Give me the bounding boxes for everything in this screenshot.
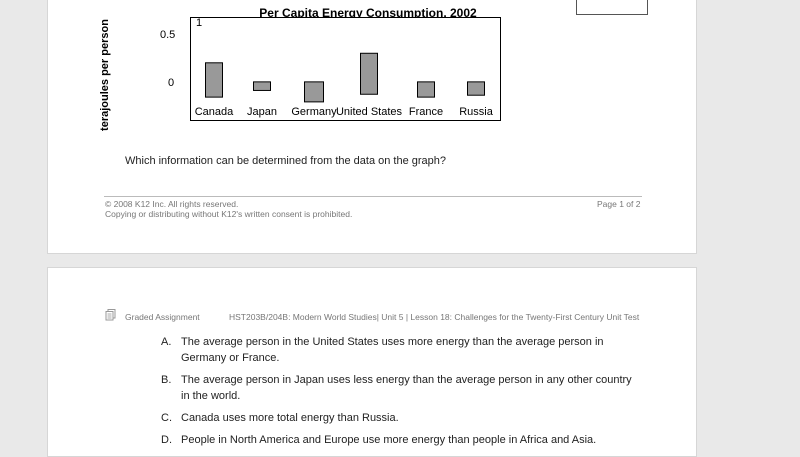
answer-list: A. The average person in the United Stat… (161, 334, 641, 454)
category-label: United States (336, 106, 403, 118)
footer-copyright: © 2008 K12 Inc. All rights reserved. Cop… (105, 199, 352, 219)
answer-text: People in North America and Europe use m… (181, 434, 597, 446)
answer-option-c[interactable]: C. Canada uses more total energy than Ru… (161, 410, 641, 426)
answer-option-d[interactable]: D. People in North America and Europe us… (161, 432, 641, 448)
question-text: Which information can be determined from… (125, 155, 447, 167)
answer-option-a[interactable]: A. The average person in the United Stat… (161, 334, 641, 366)
assignment-label: Graded Assignment (125, 312, 200, 322)
bar-france (417, 81, 435, 98)
plot-frame (190, 17, 501, 121)
answer-option-b[interactable]: B. The average person in Japan uses less… (161, 372, 641, 404)
bar-germany (304, 81, 324, 103)
category-label: Japan (247, 106, 277, 118)
category-label: Germany (291, 106, 337, 118)
y-axis-label: terajoules per person (99, 19, 111, 131)
document-page-1: Per Capita Energy Consumption, 2002 tera… (47, 0, 697, 254)
bar-chart: 1 Canada Japan Germany United States France R… (190, 17, 501, 121)
answer-text: Canada uses more total energy than Russi… (181, 412, 399, 424)
bar-united-states (360, 52, 378, 95)
course-breadcrumb: HST203B/204B: Modern World Studies| Unit… (229, 312, 640, 322)
y-tick-label: 0.5 (160, 29, 176, 41)
bar-canada (205, 62, 223, 98)
footer-divider (104, 196, 642, 197)
chart-title: Per Capita Energy Consumption, 2002 (259, 6, 477, 20)
copy-notice-text: Copying or distributing without K12's wr… (105, 209, 353, 219)
answer-letter: C. (161, 412, 172, 424)
bar-japan (253, 81, 271, 91)
category-label: Russia (459, 106, 494, 118)
copyright-text: © 2008 K12 Inc. All rights reserved. (105, 199, 239, 209)
y-tick-label: 1 (196, 17, 202, 29)
document-page-2: Graded Assignment HST203B/204B: Modern W… (47, 267, 697, 457)
category-label: France (409, 106, 443, 118)
answer-letter: B. (161, 374, 172, 386)
bar-russia (467, 81, 485, 96)
answer-text: The average person in Japan uses less en… (181, 374, 632, 402)
answer-text: The average person in the United States … (181, 336, 604, 364)
answer-letter: D. (161, 434, 172, 446)
category-label: Canada (195, 106, 234, 118)
page-number: Page 1 of 2 (597, 199, 641, 209)
document-icon (105, 309, 116, 323)
answer-letter: A. (161, 336, 172, 348)
y-tick-label: 0 (168, 77, 175, 89)
blank-box (576, 0, 648, 15)
